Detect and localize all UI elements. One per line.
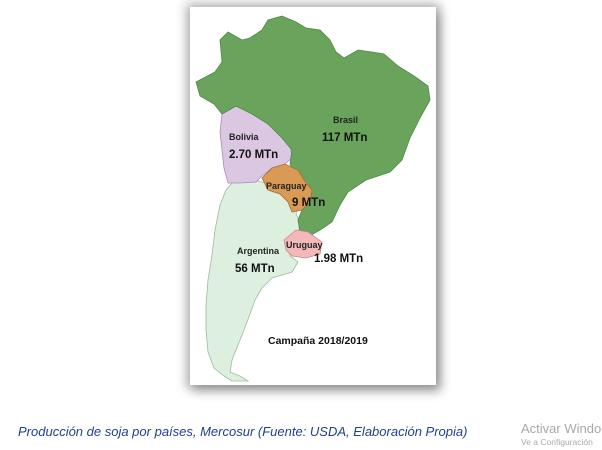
region-argentina	[205, 179, 301, 382]
label-brasil-value: 117 MTn	[322, 132, 367, 144]
label-uruguay-value: 1.98 MTn	[314, 253, 363, 265]
label-argentina-value: 56 MTn	[235, 263, 275, 275]
figure-caption: Producción de soja por países, Mercosur …	[18, 424, 468, 439]
label-brasil-name: Brasil	[333, 115, 358, 125]
campaign-label: Campaña 2018/2019	[268, 335, 368, 347]
region-paraguay	[261, 163, 313, 213]
label-paraguay-value: 9 MTn	[292, 197, 325, 209]
label-bolivia-name: Bolivia	[229, 132, 260, 142]
region-brasil	[195, 15, 431, 239]
label-argentina-name: Argentina	[237, 246, 280, 256]
region-uruguay	[283, 229, 323, 259]
label-uruguay-name: Uruguay	[286, 240, 323, 250]
windows-activation-watermark: Activar Windo Ve a Configuración	[521, 421, 601, 448]
label-bolivia-value: 2.70 MTn	[229, 149, 278, 161]
watermark-title: Activar Windo	[521, 421, 602, 436]
watermark-subtitle: Ve a Configuración	[521, 437, 593, 447]
label-paraguay-name: Paraguay	[266, 181, 307, 191]
